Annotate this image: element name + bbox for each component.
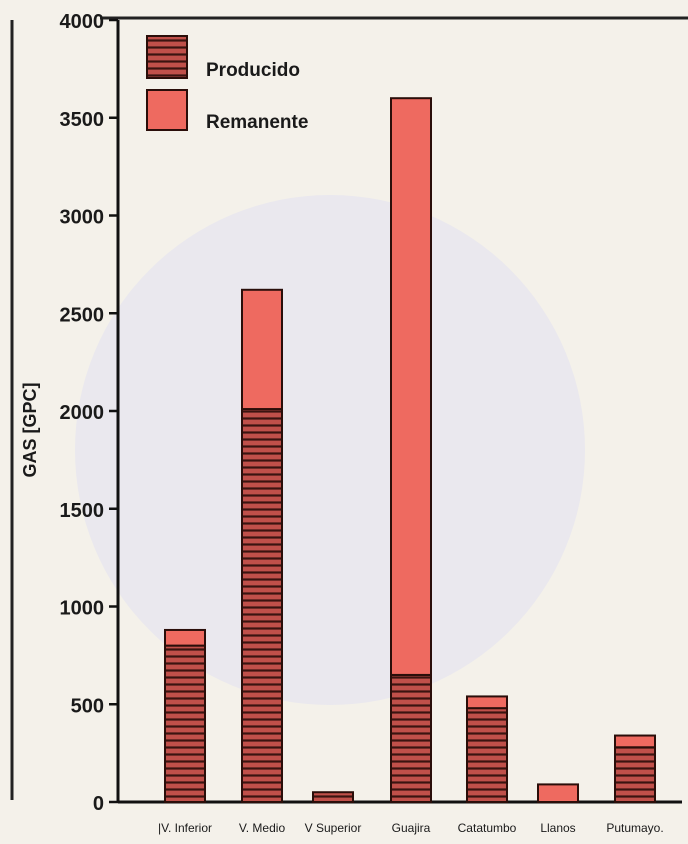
y-axis-label: GAS [GPC]	[20, 382, 40, 477]
bar-producido	[466, 707, 508, 803]
x-tick-label: Catatumbo	[458, 821, 517, 835]
bars-layer	[164, 97, 656, 804]
watermark-circle	[75, 195, 585, 705]
x-tick-label: |V. Inferior	[158, 821, 212, 835]
y-tick-label: 3000	[60, 207, 105, 229]
x-tick-label: Putumayo.	[606, 821, 663, 835]
background-layer	[10, 16, 688, 800]
bar-remanente	[537, 783, 579, 804]
x-tick-label: Guajira	[392, 821, 431, 835]
bar-remanente	[390, 97, 432, 676]
bar-producido	[241, 408, 283, 803]
labels-layer: 0 500 1000 1500 2000 2500 3000 3500 4000 GAS [GPC…	[20, 11, 664, 835]
bar-remanente	[241, 288, 283, 411]
y-tick-label: 3500	[60, 109, 105, 131]
y-tick-label: 0	[93, 793, 104, 815]
bar-remanente	[614, 734, 656, 749]
y-tick-label: 1000	[60, 598, 105, 620]
x-tick-label: V Superior	[305, 821, 362, 835]
y-tick-label: 500	[71, 695, 104, 717]
bar-remanente	[466, 695, 508, 710]
legend-swatch-producido	[146, 35, 188, 79]
legend-label-producido: Producido	[206, 60, 300, 81]
y-tick-label: 2000	[60, 402, 105, 424]
bar-producido	[312, 791, 354, 803]
y-tick-label: 2500	[60, 304, 105, 326]
bar-producido	[614, 746, 656, 804]
legend-label-remanente: Remanente	[206, 112, 308, 133]
x-tick-label: V. Medio	[239, 821, 286, 835]
x-tick-label: Llanos	[540, 821, 575, 835]
bar-producido	[390, 673, 432, 803]
y-tick-label: 4000	[60, 11, 105, 33]
bar-producido	[164, 644, 206, 803]
legend: Producido Remanente	[146, 35, 308, 133]
legend-swatch-remanente	[146, 89, 188, 131]
bar-remanente	[164, 628, 206, 647]
y-tick-label: 1500	[60, 500, 105, 522]
